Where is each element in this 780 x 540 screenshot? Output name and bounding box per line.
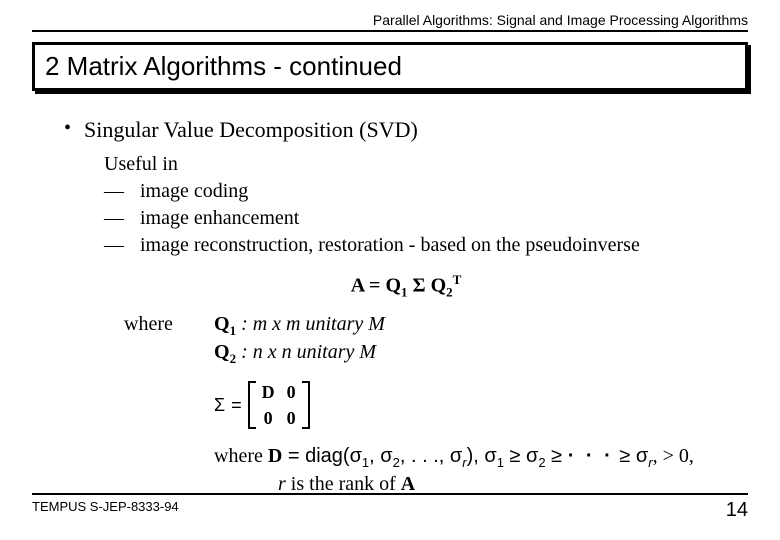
- list-text: image coding: [140, 178, 248, 205]
- footer: TEMPUS S-JEP-8333-94 14: [32, 493, 748, 522]
- dash-icon: —: [104, 178, 140, 205]
- sigma-symbol: Σ: [214, 393, 225, 417]
- where2-c2: , . . ., σ: [400, 445, 462, 467]
- where-label: where: [124, 311, 184, 368]
- where2-c3: ), σ: [467, 445, 497, 467]
- where-defs: Q1 : m x m unitary M Q2 : n x n unitary …: [214, 311, 385, 368]
- q1-sym: Q: [214, 313, 230, 335]
- q2-sym: Q: [214, 341, 230, 363]
- list-item: — image enhancement: [104, 205, 748, 232]
- dash-icon: —: [104, 205, 140, 232]
- main-formula: A = Q1 Σ Q2T: [64, 271, 748, 301]
- footer-left: TEMPUS S-JEP-8333-94: [32, 499, 179, 522]
- rank-A: A: [401, 473, 415, 495]
- matrix-brackets: D 0 0 0: [248, 378, 310, 433]
- where2-ss2: 2: [538, 455, 545, 470]
- page-number: 14: [726, 499, 748, 522]
- matrix-cell: 0: [287, 380, 296, 404]
- matrix-cell: 0: [287, 406, 296, 430]
- where2-ge3: ≥ σ: [614, 445, 648, 467]
- useful-block: Useful in — image coding — image enhance…: [104, 151, 748, 259]
- formula-A: A: [351, 274, 364, 296]
- useful-label: Useful in: [104, 151, 748, 178]
- where2-c1: , σ: [369, 445, 392, 467]
- where2-end: , > 0,: [653, 445, 694, 467]
- content-area: • Singular Value Decomposition (SVD) Use…: [32, 115, 748, 498]
- where2-pre: where: [214, 445, 268, 467]
- rank-r: r: [278, 473, 291, 495]
- sigma-matrix-block: Σ = D 0 0 0: [214, 378, 748, 433]
- where2-block: where D = diag(σ1, σ2, . . ., σr), σ1 ≥ …: [214, 443, 748, 499]
- dash-icon: —: [104, 232, 140, 259]
- bullet-item: • Singular Value Decomposition (SVD): [64, 115, 748, 145]
- where-block: where Q1 : m x m unitary M Q2 : n x n un…: [124, 311, 748, 368]
- rank-rest: is the rank of: [291, 473, 401, 495]
- sigma-equals: =: [231, 393, 242, 417]
- where2-ge2: ≥: [546, 445, 568, 467]
- header-breadcrumb: Parallel Algorithms: Signal and Image Pr…: [32, 12, 748, 32]
- where2-s2: 2: [393, 455, 400, 470]
- formula-sigma: Σ: [408, 274, 431, 296]
- where2-ge1: ≥ σ: [504, 445, 538, 467]
- q1-rest: : m x m unitary M: [236, 313, 385, 335]
- matrix-cell: 0: [262, 406, 275, 430]
- where2-diag: = diag(σ: [282, 445, 362, 467]
- list-text: image reconstruction, restoration - base…: [140, 232, 640, 259]
- list-text: image enhancement: [140, 205, 299, 232]
- bracket-right-icon: [302, 381, 310, 429]
- matrix-cell: D: [262, 380, 275, 404]
- formula-supT: T: [453, 272, 462, 287]
- q2-rest: : n x n unitary M: [236, 341, 376, 363]
- list-item: — image coding: [104, 178, 748, 205]
- list-item: — image reconstruction, restoration - ba…: [104, 232, 748, 259]
- bullet-dot: •: [64, 115, 84, 145]
- where2-dots: · · ·: [568, 445, 614, 467]
- q1-def: Q1 : m x m unitary M: [214, 311, 385, 340]
- formula-eq: =: [364, 274, 385, 296]
- section-title: 2 Matrix Algorithms - continued: [32, 42, 748, 91]
- bullet-text: Singular Value Decomposition (SVD): [84, 115, 418, 145]
- q2-def: Q2 : n x n unitary M: [214, 339, 385, 368]
- formula-Q1: Q: [385, 274, 401, 296]
- formula-Q2: Q: [431, 274, 447, 296]
- bracket-left-icon: [248, 381, 256, 429]
- where2-d: D: [268, 445, 282, 467]
- where2-ss1: 1: [497, 455, 504, 470]
- matrix-grid: D 0 0 0: [256, 378, 302, 433]
